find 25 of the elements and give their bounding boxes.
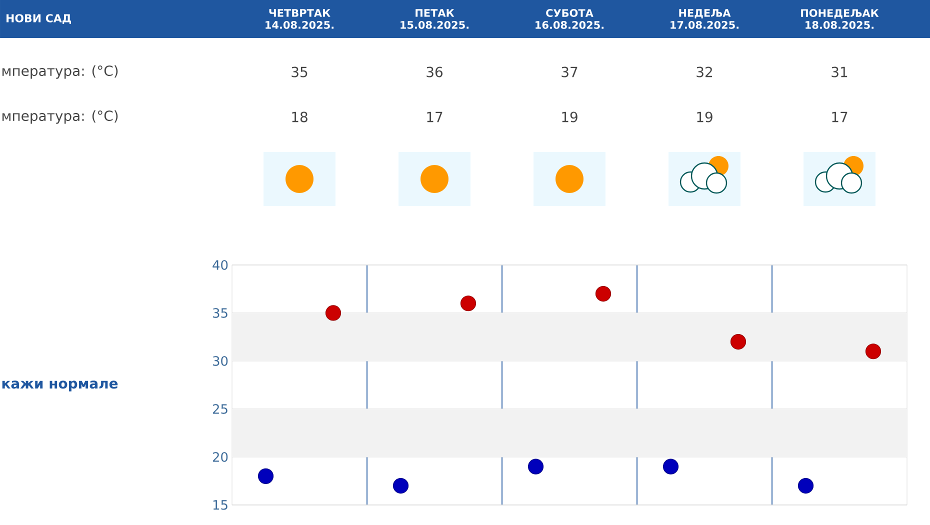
text: мпература: (°C) (2, 110, 118, 124)
data-label: 19 (562, 112, 578, 122)
text: мпература: (°C) (2, 65, 118, 79)
category-label: ПЕТАК 15.08.2025. (400, 9, 469, 29)
y-tick-label: 25 (212, 404, 228, 414)
category-label: СУБОТА 16.08.2025. (536, 9, 604, 29)
data-label: 32 (696, 66, 712, 78)
y-tick-label: 30 (212, 356, 228, 366)
category-label: НЕДЕЉА 17.08.2025. (670, 9, 739, 29)
text: НОВИ САД (6, 14, 71, 24)
data-label: 17 (427, 112, 442, 122)
data-label: 36 (426, 66, 443, 78)
data-label: 37 (562, 66, 578, 78)
data-label: 31 (832, 66, 848, 78)
category-label: ЧЕТВРТАК 14.08.2025. (266, 9, 334, 29)
category-label: ПОНЕДЕЉАК 18.08.2025. (801, 9, 879, 29)
y-tick-label: 20 (212, 452, 228, 462)
data-label: 19 (697, 112, 712, 122)
text: кажи нормале (2, 380, 118, 392)
data-label: 35 (292, 66, 308, 78)
y-tick-label: 40 (212, 260, 228, 270)
y-tick-label: 15 (213, 500, 228, 510)
y-tick-label: 35 (212, 308, 228, 318)
data-label: 17 (832, 112, 848, 122)
data-label: 18 (292, 112, 308, 122)
